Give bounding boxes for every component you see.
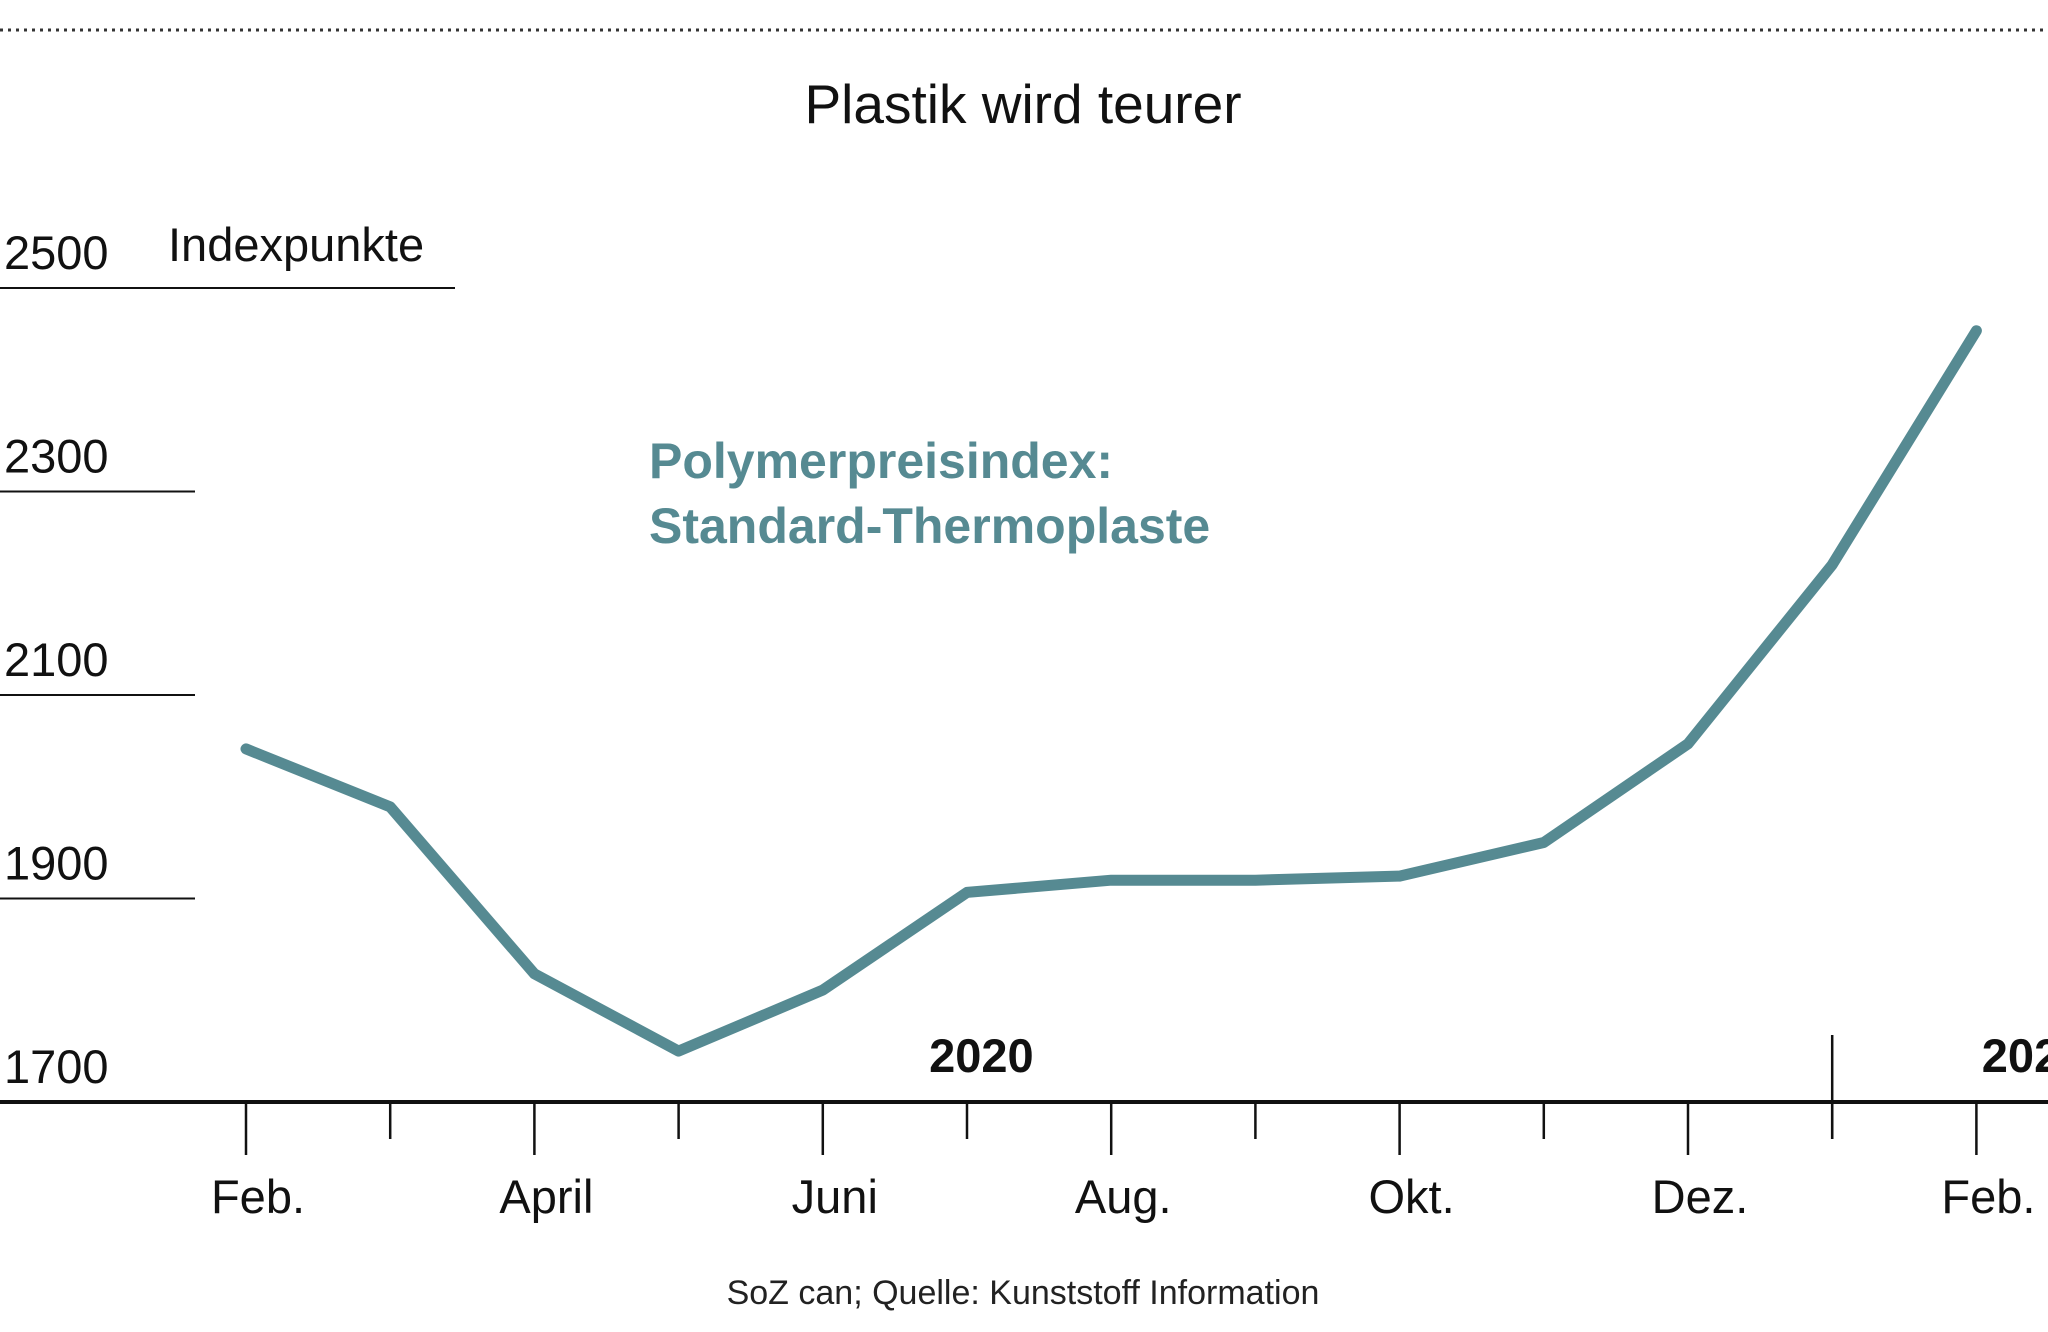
x-tick-label: Feb. — [1941, 1170, 2035, 1223]
series-layer — [240, 325, 1982, 1057]
data-point — [1686, 741, 1690, 746]
x-tick-label: Juni — [792, 1170, 878, 1223]
x-axis-ticks: Feb. April Juni Aug. Okt. Dez. Feb. — [211, 1102, 2035, 1223]
x-tick-label: Aug. — [1075, 1170, 1172, 1223]
data-point — [1830, 562, 1835, 567]
y-tick-label: 2100 — [4, 633, 109, 686]
y-tick-label: 1700 — [4, 1040, 109, 1093]
data-point — [388, 804, 393, 809]
year-labels: 2020 2021 — [929, 1029, 2048, 1139]
y-axis-unit-label: Indexpunkte — [168, 218, 424, 271]
series-label-line-1: Polymerpreisindex: — [649, 433, 1113, 489]
x-tick-label: Dez. — [1652, 1170, 1749, 1223]
data-point — [1109, 878, 1114, 883]
data-point — [1397, 874, 1402, 879]
source-note: SoZ can; Quelle: Kunststoff Information — [727, 1274, 1320, 1312]
x-tick-label: April — [499, 1170, 593, 1223]
data-point — [244, 746, 248, 751]
data-point — [1253, 878, 1258, 883]
x-tick-label: Feb. — [211, 1170, 305, 1223]
data-point — [1974, 328, 1979, 333]
data-point — [676, 1049, 681, 1054]
data-point — [820, 988, 825, 993]
year-label: 2021 — [1982, 1029, 2048, 1082]
series-label: Polymerpreisindex: Standard-Thermoplaste — [649, 433, 1210, 554]
data-point — [532, 971, 537, 976]
series-label-line-2: Standard-Thermoplaste — [649, 498, 1210, 554]
data-point — [965, 890, 969, 895]
year-label: 2020 — [929, 1029, 1034, 1082]
chart-title: Plastik wird teurer — [804, 73, 1241, 135]
x-tick-label: Okt. — [1369, 1170, 1455, 1223]
y-axis-ticks: 2500 2300 2100 1900 1700 — [0, 226, 455, 1093]
y-tick-label: 2300 — [4, 430, 109, 483]
data-point — [1541, 840, 1546, 845]
y-tick-label: 2500 — [4, 226, 109, 279]
y-tick-label: 1900 — [4, 837, 109, 890]
